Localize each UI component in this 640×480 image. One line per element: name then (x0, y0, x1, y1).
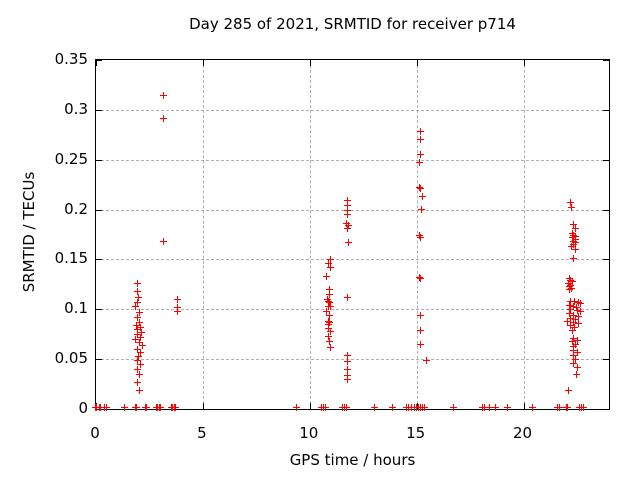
y-tick-label: 0.25 (54, 149, 88, 168)
axis-tick (96, 309, 102, 311)
axis-tick (96, 359, 102, 361)
gridline-y (96, 209, 609, 211)
x-tick-label: 15 (406, 424, 426, 442)
x-tick-label: 10 (299, 424, 319, 442)
x-tick-label: 5 (197, 424, 207, 442)
axis-tick (202, 403, 204, 409)
y-tick-label: 0.3 (64, 99, 88, 118)
plot-area (95, 59, 610, 410)
y-tick-label: 0.15 (54, 249, 88, 268)
axis-tick (603, 309, 609, 311)
axis-tick (96, 60, 97, 66)
axis-tick (309, 403, 311, 409)
y-tick-label: 0.2 (64, 199, 88, 218)
axis-tick (309, 60, 311, 66)
axis-tick (96, 159, 102, 161)
axis-tick (416, 60, 418, 66)
axis-tick (603, 259, 609, 261)
gridline-y (96, 159, 609, 161)
axis-tick (603, 109, 609, 111)
gridline-y (96, 109, 609, 111)
y-axis-label: SRMTID / TECUs (20, 171, 38, 293)
gridline-y (96, 309, 609, 311)
y-tick-label: 0.05 (54, 349, 88, 368)
gridline-x (309, 60, 311, 409)
x-axis-label: GPS time / hours (289, 451, 416, 469)
gridline-y (96, 359, 609, 361)
y-tick-label: 0 (78, 399, 88, 417)
axis-tick (96, 409, 102, 410)
gridline-x (202, 60, 204, 409)
axis-tick (523, 403, 525, 409)
axis-tick (96, 109, 102, 111)
axis-tick (603, 159, 609, 161)
chart-title: Day 285 of 2021, SRMTID for receiver p71… (189, 15, 516, 33)
axis-tick (603, 409, 609, 410)
axis-tick (603, 209, 609, 211)
gridline-y (96, 259, 609, 261)
x-tick-label: 20 (512, 424, 533, 442)
axis-tick (603, 60, 609, 61)
y-tick-label: 0.1 (64, 299, 88, 318)
y-tick-label: 0.35 (54, 50, 88, 68)
axis-tick (202, 60, 204, 66)
axis-tick (96, 60, 102, 61)
axis-tick (96, 403, 97, 409)
axis-tick (416, 403, 418, 409)
gridline-x (416, 60, 418, 409)
gridline-x (523, 60, 525, 409)
axis-tick (523, 60, 525, 66)
axis-tick (96, 259, 102, 261)
axis-tick (96, 209, 102, 211)
axis-tick (603, 359, 609, 361)
x-tick-label: 0 (90, 424, 100, 442)
